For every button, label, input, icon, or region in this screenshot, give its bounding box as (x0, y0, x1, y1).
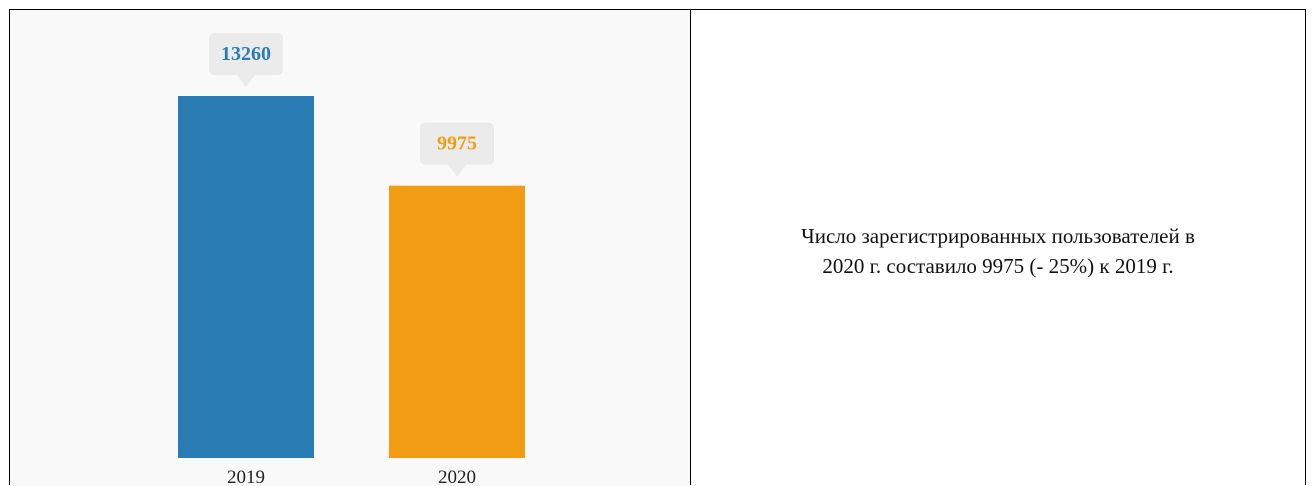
x-tick-label-2020: 2020 (438, 467, 476, 486)
layout-table: 13260 2019 9975 2020 Число зарегистрированн… (9, 9, 1306, 486)
caption-line-1: Число зарегистрированных пользователей в (801, 223, 1195, 248)
x-tick-label-2019: 2019 (227, 467, 265, 486)
caption-line-2: 2020 г. составило 9975 (- 25%) к 2019 г. (822, 253, 1174, 278)
bar-chart: 13260 2019 9975 2020 (10, 10, 690, 486)
data-label-2020: 9975 (437, 133, 477, 155)
bubble-pointer (448, 164, 466, 177)
bubble-box (209, 33, 283, 75)
chart-caption: Число зарегистрированных пользователей в… (801, 221, 1195, 281)
bar-2020 (389, 185, 525, 458)
chart-cell: 13260 2019 9975 2020 (10, 10, 691, 486)
data-label-bubble-2019: 13260 (209, 33, 283, 87)
caption-cell: Число зарегистрированных пользователей в… (691, 10, 1305, 485)
bar-2019 (178, 96, 314, 458)
bubble-pointer (237, 75, 255, 87)
data-label-bubble-2020: 9975 (420, 122, 494, 177)
data-label-2019: 13260 (221, 43, 271, 65)
bubble-box (420, 122, 494, 165)
chart-background (10, 10, 690, 486)
